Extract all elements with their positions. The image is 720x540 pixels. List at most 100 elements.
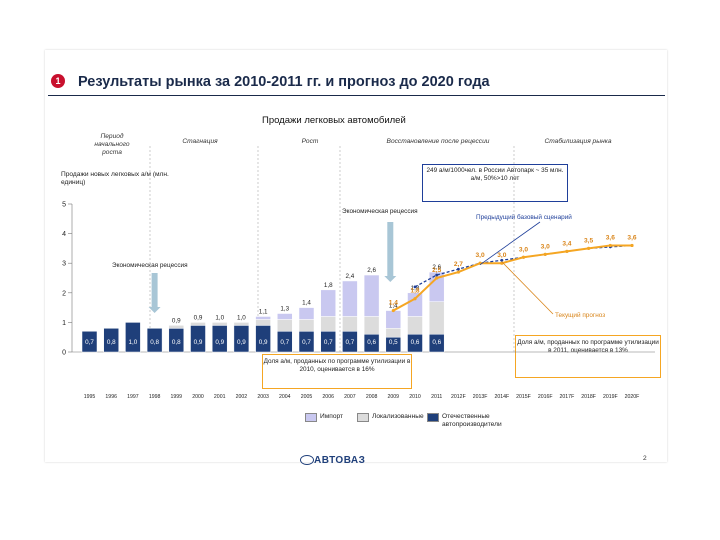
bar-import	[298, 307, 315, 320]
x-tick-label: 2017F	[560, 394, 575, 400]
bar-label: 2,6	[432, 264, 441, 271]
x-tick-label: 2003	[257, 394, 269, 400]
callout-2010: Доля а/м, проданных по программе утилиза…	[262, 354, 412, 389]
bar-label: 0,8	[150, 339, 159, 346]
bar-localized	[407, 316, 423, 335]
legend-domestic: Отечественные автопроизводители	[442, 413, 502, 428]
x-tick-label: 1997	[127, 394, 139, 400]
x-tick-label: 2002	[236, 394, 248, 400]
bar-localized	[190, 322, 206, 326]
x-tick-label: 2010	[409, 394, 421, 400]
forecast-point	[456, 270, 460, 274]
x-tick-label: 1995	[84, 394, 96, 400]
phase-stagnation: Стагнация	[182, 138, 218, 145]
x-tick-label: 2019F	[603, 394, 618, 400]
bar-label: 0,8	[107, 339, 116, 346]
forecast-point	[630, 243, 634, 248]
x-tick-label: 2004	[279, 394, 291, 400]
bar-localized	[233, 322, 250, 326]
current-forecast-label: Текущий прогноз	[555, 312, 606, 319]
x-tick-label: 2011	[431, 394, 442, 400]
forecast-point	[521, 255, 526, 259]
bar-label: 0,7	[302, 339, 311, 346]
phase-recovery: Восстановление после рецессии	[386, 138, 490, 145]
legend-swatch-import	[305, 413, 317, 422]
bar-label: 1,3	[280, 306, 289, 313]
x-tick-label: 2013F	[473, 394, 488, 400]
x-tick-label: 1996	[105, 394, 117, 400]
forecast-label: 2,5	[432, 267, 441, 274]
x-tick-label: 1998	[149, 394, 161, 400]
phase-initial-growth: Период начального роста	[94, 133, 130, 156]
bar-label: 0,7	[280, 339, 289, 346]
bar-localized	[363, 316, 380, 335]
bar-label: 0,9	[215, 339, 224, 346]
bar-label: 0,7	[85, 339, 94, 346]
recession-arrow-right	[387, 222, 394, 276]
bar-label: 0,5	[389, 339, 398, 346]
forecast-point	[543, 252, 547, 256]
x-tick-label: 2005	[301, 394, 313, 400]
slide-title: Результаты рынка за 2010-2011 гг. и прог…	[78, 74, 490, 90]
x-tick-label: 2000	[192, 394, 204, 400]
forecast-label: 2,7	[454, 261, 463, 268]
bar-localized	[277, 319, 293, 332]
y-tick-label: 4	[62, 231, 66, 238]
legend-import: Импорт	[320, 413, 344, 420]
bar-import	[385, 310, 402, 329]
bar-localized	[428, 301, 445, 335]
bar-domestic	[81, 331, 98, 353]
bar-label: 0,8	[172, 339, 181, 346]
bar-import	[407, 292, 423, 317]
bar-label: 1,1	[259, 308, 268, 315]
bar-import	[320, 289, 336, 317]
bar-label: 0,9	[172, 317, 181, 324]
bar-label: 0,6	[432, 339, 441, 346]
brand-logo: АВТОВАЗ	[314, 455, 366, 466]
bar-localized	[320, 316, 336, 332]
phase-stabilization: Стабилизация рынка	[544, 138, 612, 145]
bar-localized	[255, 319, 271, 326]
x-tick-label: 2008	[366, 394, 378, 400]
info-box: 249 а/м/1000чел. в России Автопарк ~ 35 …	[422, 164, 568, 202]
x-tick-label: 2020F	[625, 394, 640, 400]
forecast-label: 1,8	[410, 288, 419, 295]
bar-domestic	[103, 328, 119, 353]
bar-domestic	[125, 322, 141, 353]
prev-scenario-point	[435, 273, 439, 277]
legend-swatch-domestic	[427, 413, 439, 422]
prev-scenario-pointer	[479, 221, 541, 266]
forecast-label: 1,4	[389, 300, 398, 307]
y-tick-label: 5	[62, 202, 66, 209]
bar-label: 1,0	[129, 339, 138, 346]
legend-localized: Локализованные	[372, 413, 424, 420]
logo-icon	[300, 455, 314, 465]
prev-scenario-label: Предыдущий базовый сценарий	[476, 214, 572, 221]
bar-localized	[385, 328, 402, 338]
x-tick-label: 2009	[388, 394, 400, 400]
bar-localized	[298, 319, 315, 332]
recession-arrow-left	[151, 273, 158, 307]
bar-localized	[211, 322, 228, 326]
forecast-point	[565, 249, 569, 253]
y-axis-label: Продажи новых легковых а/м (млн. единиц)	[61, 171, 169, 186]
forecast-label: 3,5	[584, 237, 593, 244]
prev-scenario-point	[457, 267, 460, 271]
forecast-point	[391, 308, 395, 313]
forecast-label: 3,0	[497, 252, 506, 259]
y-tick-label: 1	[62, 320, 66, 327]
title-divider	[48, 95, 665, 96]
bar-import	[277, 313, 293, 320]
bar-label: 0,9	[237, 339, 246, 346]
bar-import	[428, 271, 445, 302]
prev-scenario-point	[413, 285, 417, 289]
forecast-label: 3,6	[627, 234, 636, 241]
x-tick-label: 2018F	[581, 394, 596, 400]
bar-label: 2,4	[346, 273, 355, 280]
forecast-point	[413, 297, 417, 301]
callout-2011: Доля а/м, проданных по программе утилиза…	[515, 335, 661, 378]
prev-scenario-point	[500, 258, 504, 262]
recession-label-left: Экономическая рецессия	[112, 262, 188, 269]
forecast-point	[608, 243, 612, 248]
